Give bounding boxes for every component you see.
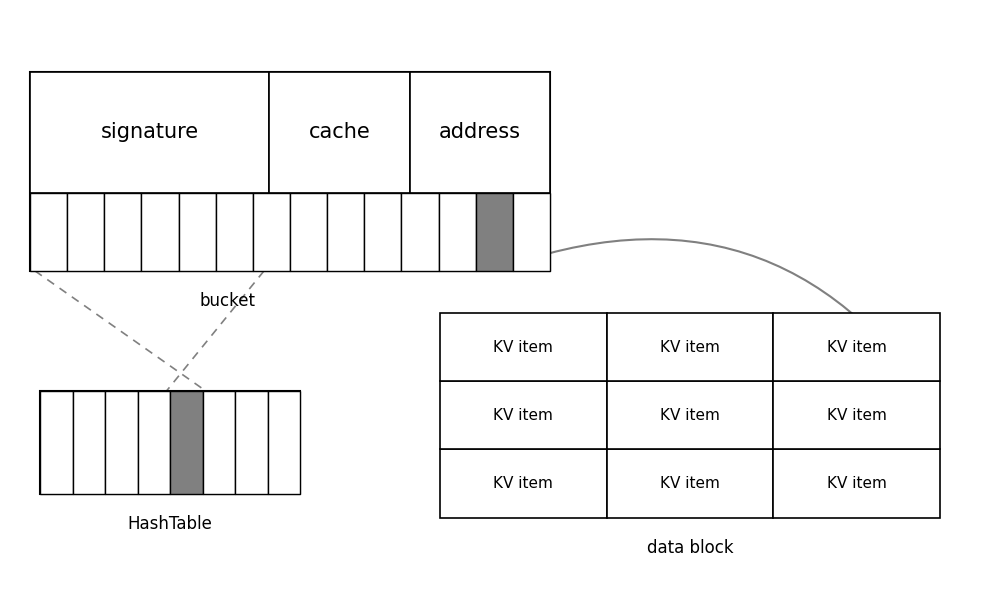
- Text: data block: data block: [647, 539, 733, 557]
- Text: KV item: KV item: [493, 340, 553, 355]
- Bar: [364, 193, 401, 271]
- Bar: [179, 193, 216, 271]
- FancyArrowPatch shape: [497, 239, 937, 411]
- Bar: [773, 381, 940, 450]
- Bar: [67, 193, 104, 271]
- Text: KV item: KV item: [660, 408, 720, 423]
- Text: KV item: KV item: [827, 340, 887, 355]
- Bar: [773, 450, 940, 518]
- Text: KV item: KV item: [660, 340, 720, 355]
- Bar: [30, 72, 550, 271]
- Text: signature: signature: [101, 122, 199, 143]
- Bar: [268, 391, 300, 494]
- Text: bucket: bucket: [200, 292, 256, 310]
- Bar: [138, 391, 170, 494]
- Bar: [773, 313, 940, 381]
- Bar: [607, 313, 773, 381]
- Bar: [170, 391, 202, 494]
- Bar: [607, 450, 773, 518]
- Bar: [30, 193, 67, 271]
- Bar: [104, 193, 141, 271]
- Bar: [327, 193, 364, 271]
- Bar: [401, 193, 439, 271]
- Bar: [513, 193, 550, 271]
- Bar: [73, 391, 105, 494]
- Bar: [440, 381, 607, 450]
- Text: KV item: KV item: [660, 476, 720, 491]
- Bar: [40, 391, 300, 494]
- Bar: [607, 381, 773, 450]
- Bar: [253, 193, 290, 271]
- Text: KV item: KV item: [827, 476, 887, 491]
- Bar: [440, 450, 607, 518]
- Text: KV item: KV item: [493, 476, 553, 491]
- Bar: [440, 313, 607, 381]
- Bar: [269, 72, 410, 193]
- Bar: [439, 193, 476, 271]
- Bar: [30, 72, 269, 193]
- Text: cache: cache: [309, 122, 370, 143]
- Bar: [476, 193, 513, 271]
- Bar: [202, 391, 235, 494]
- Bar: [40, 391, 72, 494]
- Bar: [141, 193, 179, 271]
- Bar: [290, 193, 327, 271]
- Text: KV item: KV item: [827, 408, 887, 423]
- Bar: [410, 72, 550, 193]
- Bar: [235, 391, 268, 494]
- Text: address: address: [439, 122, 521, 143]
- Bar: [216, 193, 253, 271]
- Text: HashTable: HashTable: [128, 515, 212, 533]
- Text: KV item: KV item: [493, 408, 553, 423]
- Bar: [105, 391, 138, 494]
